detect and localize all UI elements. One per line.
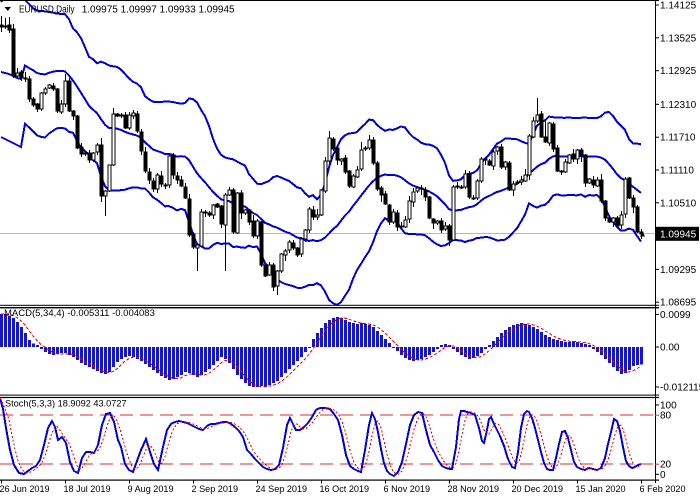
svg-text:1.09945: 1.09945 xyxy=(660,229,697,240)
svg-text:0: 0 xyxy=(660,470,666,481)
svg-text:1.14125: 1.14125 xyxy=(660,1,697,12)
svg-text:-0.012115: -0.012115 xyxy=(660,383,700,394)
svg-text:1.11710: 1.11710 xyxy=(660,133,696,144)
svg-text:20: 20 xyxy=(660,460,672,471)
svg-text:1.12925: 1.12925 xyxy=(660,66,697,77)
svg-text:9 Aug 2019: 9 Aug 2019 xyxy=(128,484,174,494)
svg-text:80: 80 xyxy=(660,411,672,422)
svg-text:100: 100 xyxy=(660,401,677,412)
svg-text:1.08695: 1.08695 xyxy=(660,298,697,309)
svg-text:1.13525: 1.13525 xyxy=(660,33,697,44)
svg-text:1.09975 1.09997 1.09933 1.0994: 1.09975 1.09997 1.09933 1.09945 xyxy=(82,5,235,16)
svg-text:28 Nov 2019: 28 Nov 2019 xyxy=(448,484,500,494)
svg-text:6 Feb 2020: 6 Feb 2020 xyxy=(640,484,686,494)
svg-text:1.10510: 1.10510 xyxy=(660,198,697,209)
svg-text:6 Nov 2019: 6 Nov 2019 xyxy=(384,484,431,494)
svg-text:20 Dec 2019: 20 Dec 2019 xyxy=(512,484,564,494)
svg-text:MACD(5,34,4) -0.005311 -0.0040: MACD(5,34,4) -0.005311 -0.004083 xyxy=(4,308,155,319)
svg-text:2 Sep 2019: 2 Sep 2019 xyxy=(192,484,239,494)
svg-text:24 Sep 2019: 24 Sep 2019 xyxy=(256,484,308,494)
svg-text:26 Jun 2019: 26 Jun 2019 xyxy=(0,484,50,494)
svg-text:1.12310: 1.12310 xyxy=(660,100,697,111)
svg-text:1.09295: 1.09295 xyxy=(660,265,697,276)
svg-text:EURUSD,Daily: EURUSD,Daily xyxy=(19,5,75,16)
svg-text:0.0099: 0.0099 xyxy=(660,310,691,321)
svg-text:15 Jan 2020: 15 Jan 2020 xyxy=(576,484,626,494)
svg-text:0.00: 0.00 xyxy=(660,343,680,354)
svg-text:18 Jul 2019: 18 Jul 2019 xyxy=(64,484,111,494)
svg-text:Stoch(5,3,3) 18.9092 43.0727: Stoch(5,3,3) 18.9092 43.0727 xyxy=(5,399,127,409)
svg-text:1.11110: 1.11110 xyxy=(660,166,694,177)
svg-text:16 Oct 2019: 16 Oct 2019 xyxy=(320,484,370,494)
